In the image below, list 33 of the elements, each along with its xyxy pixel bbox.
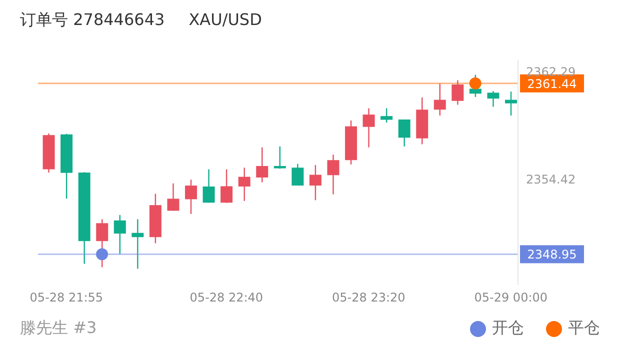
legend-label: 开仓 (492, 318, 524, 339)
candlestick (185, 179, 197, 215)
ref-line-label: 2348.95 (527, 248, 577, 262)
chart-subtitle: XAU/USD (188, 10, 262, 29)
candlestick (434, 82, 446, 116)
x-tick-label: 05-29 00:00 (474, 290, 548, 305)
candlestick (256, 146, 268, 183)
x-tick-label: 05-28 21:55 (30, 290, 104, 305)
candlestick (220, 168, 233, 204)
candlestick (292, 163, 304, 186)
candlestick (398, 118, 410, 148)
ref-line-label: 2361.44 (527, 76, 577, 91)
candlestick (362, 108, 375, 148)
candlestick (309, 164, 322, 201)
candlestick (505, 90, 517, 116)
candlestick (167, 182, 180, 212)
legend-label: 平仓 (568, 318, 600, 339)
chart-title: 订单号 278446643 (20, 10, 165, 29)
candlestick (96, 218, 108, 268)
candlestick (327, 154, 340, 195)
candlestick (452, 80, 464, 106)
y-tick-label: 2354.42 (526, 172, 576, 187)
text: 滕先生 #3 (20, 318, 97, 337)
candlestick (274, 146, 286, 170)
candlestick (469, 74, 482, 98)
candlestick (202, 168, 215, 204)
x-tick-label: 05-28 23:20 (332, 290, 406, 305)
candlestick (238, 167, 250, 202)
candlestick (132, 218, 144, 270)
x-tick-label: 05-28 22:40 (190, 290, 264, 305)
candlestick (487, 90, 500, 108)
candlestick (380, 108, 393, 124)
candlestick (114, 214, 126, 255)
